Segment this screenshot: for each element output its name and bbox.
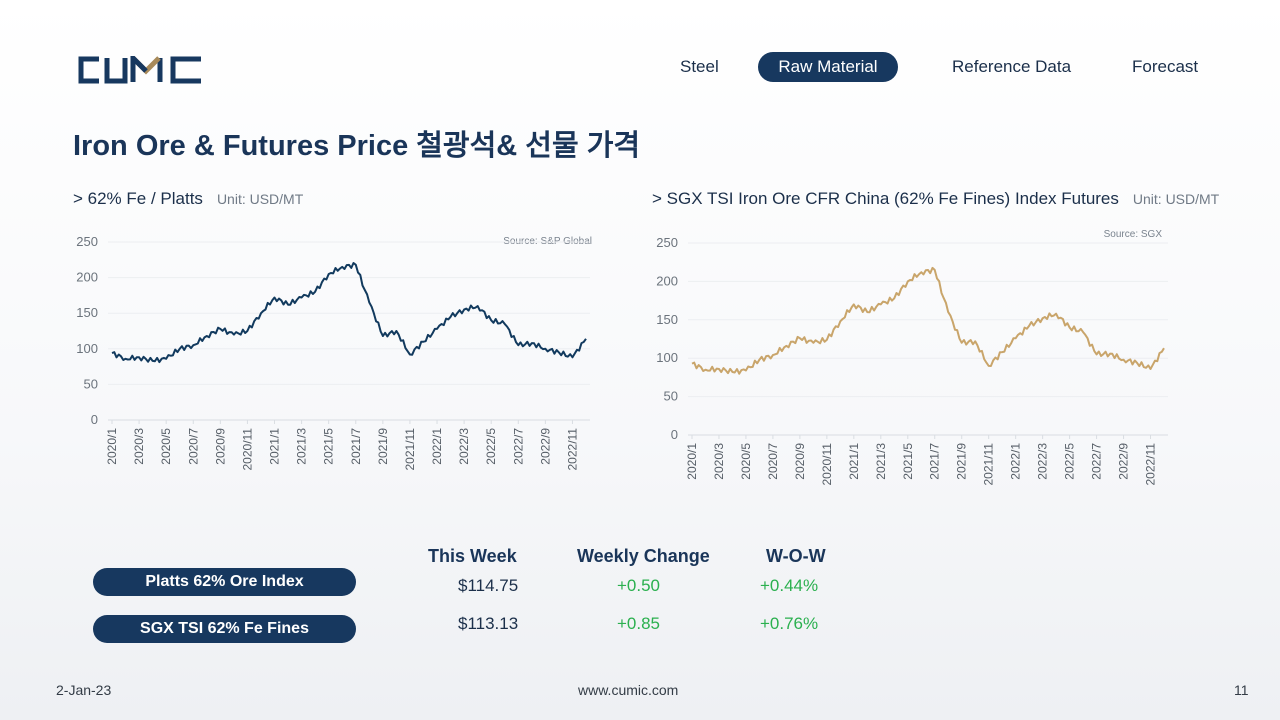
sgx-line-chart: Source: SGX 0 50 100 150 200 250 2020/1 2020/3 20… bbox=[656, 229, 1168, 486]
footer-date: 2-Jan-23 bbox=[56, 682, 112, 698]
y-tick-label: 0 bbox=[91, 412, 98, 427]
x-tick-label: 2022/7 bbox=[511, 428, 525, 465]
y-tick-label: 150 bbox=[76, 305, 98, 320]
nav-steel[interactable]: Steel bbox=[680, 57, 719, 76]
x-tick-label: 2022/7 bbox=[1090, 443, 1104, 480]
nav-reference-data[interactable]: Reference Data bbox=[952, 57, 1072, 76]
y-tick-label: 200 bbox=[656, 273, 678, 288]
x-tick-label: 2021/11 bbox=[403, 428, 417, 471]
x-tick-label: 2022/3 bbox=[1036, 443, 1050, 480]
chart-heading-platts-text: > 62% Fe / Platts bbox=[73, 189, 203, 208]
header-wow: W-O-W bbox=[766, 546, 826, 566]
y-tick-label: 100 bbox=[76, 341, 98, 356]
x-tick-label: 2020/3 bbox=[132, 428, 146, 465]
x-tick-label: 2020/9 bbox=[793, 443, 807, 480]
y-tick-label: 250 bbox=[656, 235, 678, 250]
x-tick-label: 2020/11 bbox=[820, 443, 834, 486]
chart-unit-platts: Unit: USD/MT bbox=[216, 191, 304, 207]
sgx-weekly-change: +0.85 bbox=[617, 614, 661, 633]
sgx-wow: +0.76% bbox=[760, 614, 819, 633]
x-tick-label: 2020/3 bbox=[712, 443, 726, 480]
x-tick-label: 2020/5 bbox=[159, 428, 173, 465]
x-tick-label: 2022/11 bbox=[1144, 443, 1158, 486]
row-label-sgx: SGX TSI 62% Fe Fines bbox=[93, 615, 356, 643]
x-tick-label: 2021/11 bbox=[982, 443, 996, 486]
x-tick-label: 2021/3 bbox=[874, 443, 888, 480]
x-tick-label: 2022/9 bbox=[1117, 443, 1131, 480]
platts-this-week: $114.75 bbox=[458, 576, 519, 595]
chart-unit-sgx: Unit: USD/MT bbox=[1132, 191, 1220, 207]
x-tick-label: 2021/3 bbox=[295, 428, 309, 465]
page-title: Iron Ore & Futures Price 철광석& 선물 가격 bbox=[73, 130, 641, 162]
x-tick-label: 2021/7 bbox=[928, 443, 942, 480]
header-this-week: This Week bbox=[428, 546, 517, 566]
row-label-platts: Platts 62% Ore Index bbox=[93, 568, 356, 596]
y-tick-label: 0 bbox=[671, 427, 678, 442]
chart-heading-platts: > 62% Fe / Platts Unit: USD/MT bbox=[73, 189, 303, 209]
sgx-series-line bbox=[691, 266, 1165, 375]
x-tick-label: 2021/1 bbox=[268, 428, 282, 465]
x-tick-label: 2021/5 bbox=[322, 428, 336, 465]
nav-raw-material[interactable]: Raw Material bbox=[758, 52, 898, 82]
y-tick-label: 250 bbox=[76, 234, 98, 249]
x-tick-label: 2021/1 bbox=[847, 443, 861, 480]
x-tick-label: 2022/1 bbox=[430, 428, 444, 465]
y-tick-label: 100 bbox=[656, 350, 678, 365]
x-tick-label: 2020/5 bbox=[739, 443, 753, 480]
x-tick-label: 2022/9 bbox=[538, 428, 552, 465]
x-tick-label: 2020/7 bbox=[186, 428, 200, 465]
chart-source-label: Source: SGX bbox=[1104, 229, 1163, 240]
x-tick-label: 2022/11 bbox=[565, 428, 579, 471]
y-tick-label: 150 bbox=[656, 312, 678, 327]
x-tick-label: 2021/9 bbox=[376, 428, 390, 465]
x-tick-label: 2022/3 bbox=[457, 428, 471, 465]
x-tick-label: 2020/9 bbox=[213, 428, 227, 465]
top-nav: Steel Raw Material Reference Data Foreca… bbox=[0, 52, 1280, 84]
y-tick-label: 50 bbox=[664, 389, 678, 404]
x-tick-label: 2022/5 bbox=[484, 428, 498, 465]
footer-url[interactable]: www.cumic.com bbox=[578, 682, 679, 698]
y-tick-label: 50 bbox=[84, 376, 98, 391]
x-tick-label: 2020/11 bbox=[240, 428, 254, 471]
x-tick-label: 2021/9 bbox=[955, 443, 969, 480]
x-tick-label: 2020/1 bbox=[105, 428, 119, 465]
header-weekly-change: Weekly Change bbox=[577, 546, 710, 566]
platts-series-line bbox=[111, 262, 587, 364]
cumic-logo bbox=[78, 56, 201, 84]
platts-wow: +0.44% bbox=[760, 576, 819, 595]
chart-heading-sgx-text: > SGX TSI Iron Ore CFR China (62% Fe Fin… bbox=[652, 189, 1119, 208]
x-tick-label: 2020/1 bbox=[685, 443, 699, 480]
sgx-this-week: $113.13 bbox=[458, 614, 519, 633]
x-tick-label: 2020/7 bbox=[766, 443, 780, 480]
nav-forecast[interactable]: Forecast bbox=[1132, 57, 1199, 76]
footer-page-number: 11 bbox=[1234, 682, 1249, 698]
chart-heading-sgx: > SGX TSI Iron Ore CFR China (62% Fe Fin… bbox=[652, 189, 1219, 209]
x-tick-label: 2022/1 bbox=[1009, 443, 1023, 480]
x-tick-label: 2021/5 bbox=[901, 443, 915, 480]
x-tick-label: 2021/7 bbox=[349, 428, 363, 465]
platts-weekly-change: +0.50 bbox=[617, 576, 661, 595]
x-tick-label: 2022/5 bbox=[1063, 443, 1077, 480]
y-tick-label: 200 bbox=[76, 270, 98, 285]
